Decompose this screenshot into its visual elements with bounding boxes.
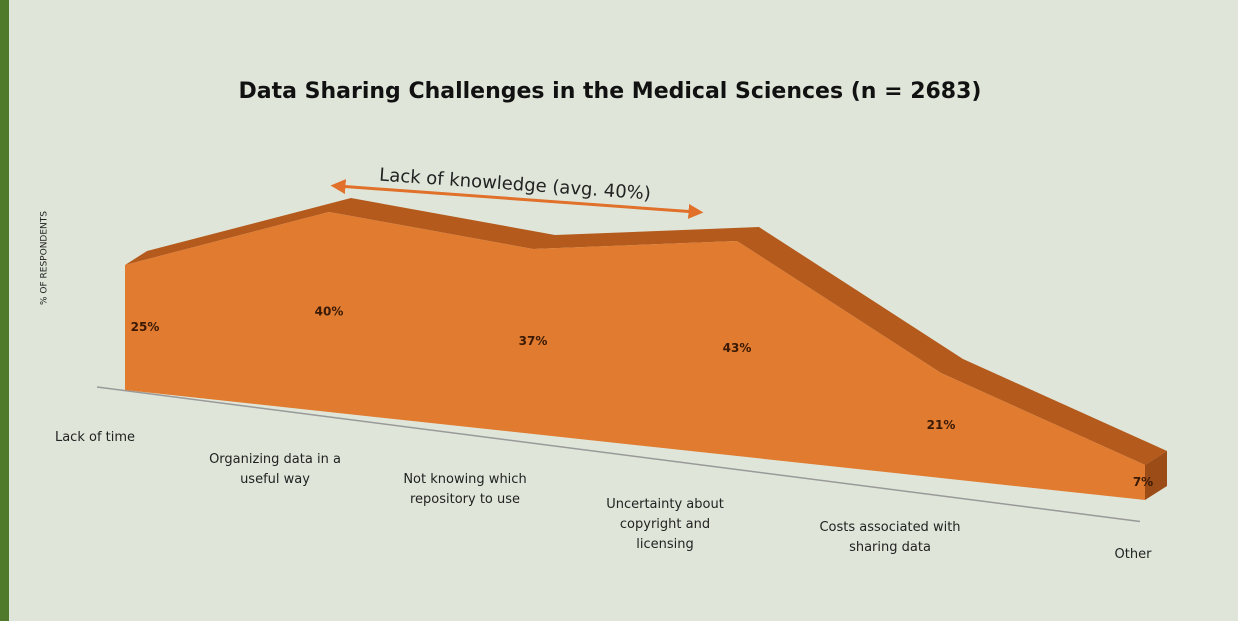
value-label: 7%	[1133, 475, 1153, 489]
value-label: 21%	[927, 418, 956, 432]
x-tick-label: Costs associated with sharing data	[819, 520, 961, 555]
y-axis-label: % OF RESPONDENTS	[40, 211, 50, 305]
side-bar	[0, 0, 9, 621]
x-tick-label: Not knowing which repository to use	[403, 472, 527, 507]
value-label: 37%	[519, 334, 548, 348]
chart-title: Data Sharing Challenges in the Medical S…	[239, 79, 982, 104]
x-tick-label: Uncertainty about copyright and licensin…	[606, 497, 724, 552]
value-label: 40%	[315, 305, 344, 319]
annotation-arrow	[330, 179, 704, 219]
x-tick-label: Lack of time	[54, 430, 136, 445]
value-label: 43%	[723, 341, 752, 355]
area	[125, 212, 1145, 500]
x-tick-label: Organizing data in a useful way	[209, 452, 341, 487]
area-side	[1145, 451, 1167, 500]
value-label: 25%	[131, 320, 160, 334]
baseline	[96, 386, 1141, 523]
x-tick-label: Other	[1114, 547, 1152, 562]
